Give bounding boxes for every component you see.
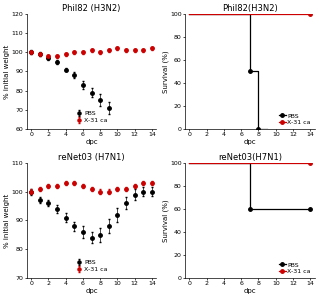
X-axis label: dpc: dpc bbox=[243, 139, 256, 145]
Y-axis label: % initial weight: % initial weight bbox=[4, 44, 10, 99]
Title: Phil82 (H3N2): Phil82 (H3N2) bbox=[63, 4, 121, 13]
X-axis label: dpc: dpc bbox=[85, 288, 98, 294]
Title: reNet03 (H7N1): reNet03 (H7N1) bbox=[58, 153, 125, 162]
Legend: PBS, X-31 ca: PBS, X-31 ca bbox=[278, 113, 312, 126]
Y-axis label: % initial weight: % initial weight bbox=[4, 193, 10, 248]
X-axis label: dpc: dpc bbox=[85, 139, 98, 145]
Title: reNet03(H7N1): reNet03(H7N1) bbox=[218, 153, 282, 162]
Legend: PBS, X-31 ca: PBS, X-31 ca bbox=[278, 262, 312, 275]
Y-axis label: Survival (%): Survival (%) bbox=[162, 50, 168, 93]
Legend: PBS, X-31 ca: PBS, X-31 ca bbox=[75, 259, 108, 273]
Y-axis label: Survival (%): Survival (%) bbox=[162, 199, 168, 242]
Legend: PBS, X-31 ca: PBS, X-31 ca bbox=[75, 110, 108, 124]
X-axis label: dpc: dpc bbox=[243, 288, 256, 294]
Title: Phil82(H3N2): Phil82(H3N2) bbox=[222, 4, 278, 13]
